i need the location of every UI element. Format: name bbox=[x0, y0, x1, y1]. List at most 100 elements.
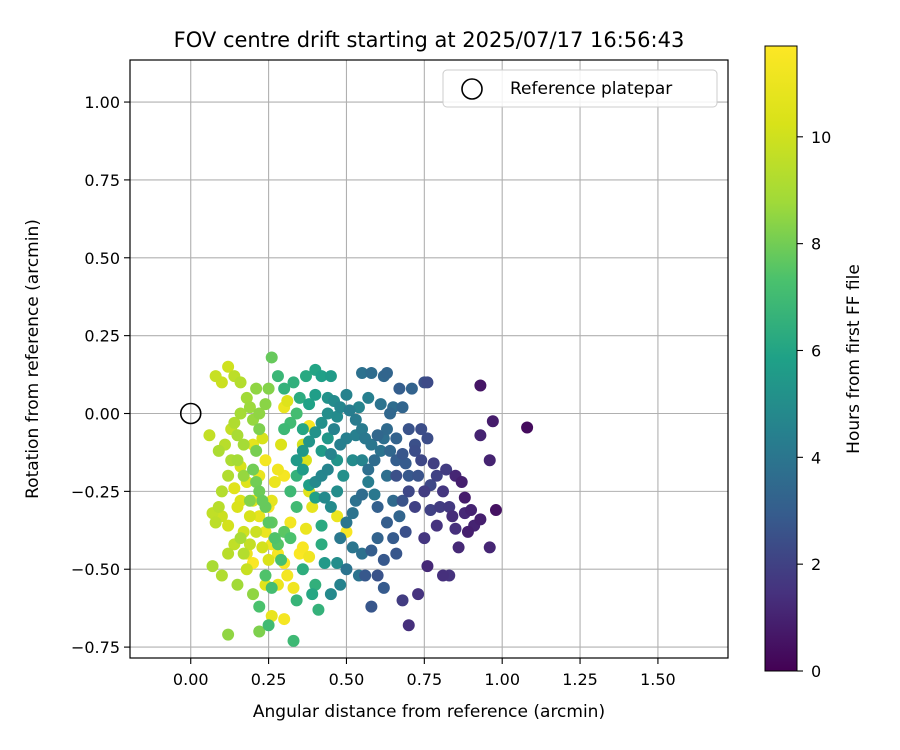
data-point bbox=[296, 423, 309, 436]
data-point bbox=[268, 476, 281, 489]
data-point bbox=[412, 469, 425, 482]
data-point bbox=[296, 563, 309, 576]
data-point bbox=[461, 525, 474, 538]
data-point bbox=[412, 588, 425, 601]
data-point bbox=[318, 491, 331, 504]
data-point bbox=[415, 454, 428, 467]
data-point bbox=[393, 510, 406, 523]
data-point bbox=[340, 563, 353, 576]
data-point bbox=[296, 463, 309, 476]
data-point bbox=[331, 485, 344, 498]
data-point bbox=[387, 532, 400, 545]
data-point bbox=[346, 541, 359, 554]
data-point bbox=[262, 619, 275, 632]
data-point bbox=[390, 469, 403, 482]
data-point bbox=[340, 516, 353, 529]
colorbar-tick-label: 0 bbox=[811, 662, 821, 681]
data-point bbox=[474, 379, 487, 392]
data-point bbox=[209, 370, 222, 383]
colorbar-ticks: 0 2 4 6 8 10 bbox=[797, 128, 831, 681]
y-tick-label: −0.50 bbox=[71, 560, 120, 579]
y-tick-label: 0.75 bbox=[84, 171, 120, 190]
data-point bbox=[324, 447, 337, 460]
data-point bbox=[231, 454, 244, 467]
data-point bbox=[228, 482, 241, 495]
data-point bbox=[262, 553, 275, 566]
data-point bbox=[222, 547, 235, 560]
data-point bbox=[408, 500, 421, 513]
data-point bbox=[437, 485, 450, 498]
data-point bbox=[265, 609, 278, 622]
data-point bbox=[275, 553, 288, 566]
data-point bbox=[215, 569, 228, 582]
data-point bbox=[368, 488, 381, 501]
data-point bbox=[234, 407, 247, 420]
data-point bbox=[222, 519, 235, 532]
data-point bbox=[212, 500, 225, 513]
data-point bbox=[278, 382, 291, 395]
data-point bbox=[483, 454, 496, 467]
data-point bbox=[399, 457, 412, 470]
data-point bbox=[262, 382, 275, 395]
data-point bbox=[437, 569, 450, 582]
data-point bbox=[371, 500, 384, 513]
data-point bbox=[387, 494, 400, 507]
data-point bbox=[243, 401, 256, 414]
data-point bbox=[362, 476, 375, 489]
data-point bbox=[455, 476, 468, 489]
data-point bbox=[222, 360, 235, 373]
data-point bbox=[359, 569, 372, 582]
data-point bbox=[368, 454, 381, 467]
data-point bbox=[250, 382, 263, 395]
colorbar-tick-label: 2 bbox=[811, 555, 821, 574]
data-point bbox=[237, 438, 250, 451]
data-point bbox=[299, 454, 312, 467]
data-point bbox=[253, 485, 266, 498]
data-point bbox=[250, 444, 263, 457]
y-axis-label: Rotation from reference (arcmin) bbox=[23, 219, 43, 499]
data-point bbox=[253, 423, 266, 436]
data-point bbox=[365, 544, 378, 557]
x-tick-label: 1.00 bbox=[484, 670, 520, 689]
data-point bbox=[362, 463, 375, 476]
data-point bbox=[303, 398, 316, 411]
data-point bbox=[334, 438, 347, 451]
y-ticks: −0.75 −0.50 −0.25 0.00 0.25 0.50 0.75 1.00 bbox=[71, 93, 130, 657]
data-point bbox=[284, 532, 297, 545]
data-point bbox=[396, 401, 409, 414]
data-point bbox=[287, 581, 300, 594]
data-point bbox=[402, 619, 415, 632]
data-point bbox=[483, 541, 496, 554]
grid bbox=[130, 60, 728, 658]
data-point bbox=[278, 423, 291, 436]
data-point bbox=[209, 516, 222, 529]
data-point bbox=[365, 367, 378, 380]
data-point bbox=[271, 370, 284, 383]
data-point bbox=[449, 522, 462, 535]
data-point bbox=[281, 395, 294, 408]
data-point bbox=[334, 578, 347, 591]
data-point bbox=[331, 557, 344, 570]
data-point bbox=[362, 391, 375, 404]
data-point bbox=[371, 532, 384, 545]
x-axis-label: Angular distance from reference (arcmin) bbox=[253, 702, 605, 722]
data-point bbox=[356, 488, 369, 501]
data-point bbox=[268, 532, 281, 545]
data-point bbox=[486, 415, 499, 428]
data-point bbox=[321, 432, 334, 445]
data-point bbox=[309, 491, 322, 504]
data-point bbox=[296, 444, 309, 457]
data-point bbox=[281, 569, 294, 582]
colorbar-tick-label: 4 bbox=[811, 448, 821, 467]
data-point bbox=[234, 376, 247, 389]
data-point bbox=[265, 581, 278, 594]
data-point bbox=[421, 560, 434, 573]
data-points bbox=[203, 351, 534, 647]
data-point bbox=[312, 603, 325, 616]
colorbar-tick-label: 8 bbox=[811, 235, 821, 254]
legend-marker bbox=[461, 78, 483, 100]
data-point bbox=[309, 426, 322, 439]
data-point bbox=[222, 469, 235, 482]
data-point bbox=[315, 538, 328, 551]
